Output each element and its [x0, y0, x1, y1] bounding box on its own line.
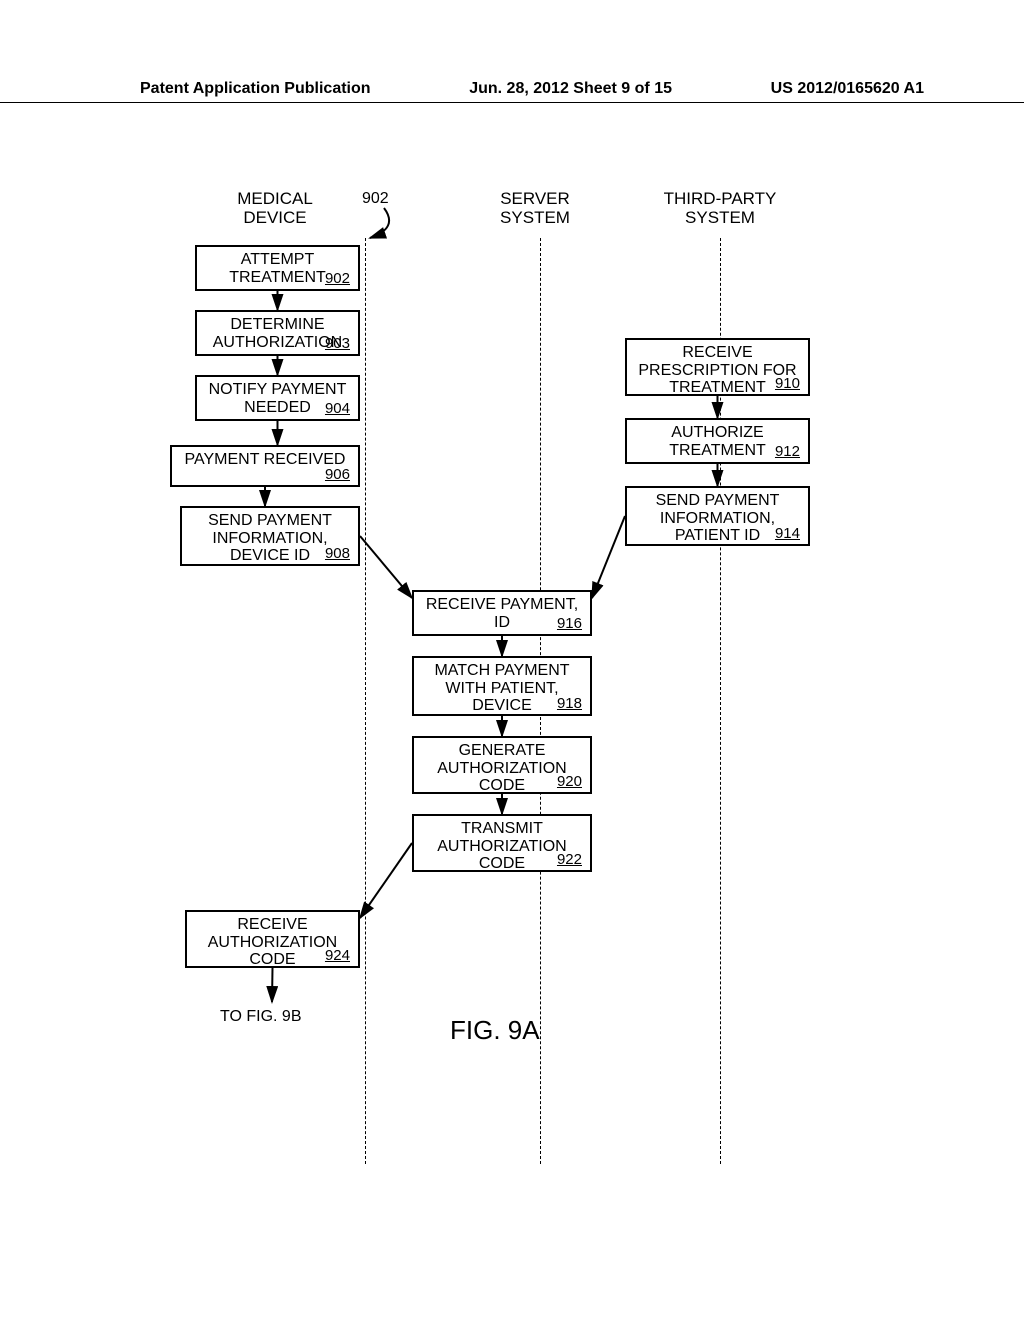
callout-ref: 902	[362, 190, 389, 208]
flow-node-ref: 918	[557, 696, 582, 713]
flow-node-904: NOTIFY PAYMENTNEEDED904	[195, 375, 360, 421]
flow-node-ref: 903	[325, 336, 350, 353]
flow-node-ref: 908	[325, 546, 350, 563]
flow-node-ref: 910	[775, 376, 800, 393]
flow-node-918: MATCH PAYMENTWITH PATIENT,DEVICE918	[412, 656, 592, 716]
flow-node-903: DETERMINEAUTHORIZATION903	[195, 310, 360, 356]
flow-node-912: AUTHORIZETREATMENT912	[625, 418, 810, 464]
header-center: Jun. 28, 2012 Sheet 9 of 15	[469, 80, 672, 98]
flow-node-ref: 916	[557, 616, 582, 633]
flow-node-902: ATTEMPTTREATMENT902	[195, 245, 360, 291]
flow-node-906: PAYMENT RECEIVED906	[170, 445, 360, 487]
header-left: Patent Application Publication	[140, 80, 371, 98]
flow-node-ref: 914	[775, 526, 800, 543]
flow-node-ref: 924	[325, 948, 350, 965]
figure-title: FIG. 9A	[450, 1015, 540, 1046]
lane-header-medical: MEDICALDEVICE	[220, 190, 330, 227]
flow-node-908: SEND PAYMENTINFORMATION,DEVICE ID908	[180, 506, 360, 566]
flow-node-ref: 902	[325, 271, 350, 288]
flow-node-922: TRANSMITAUTHORIZATIONCODE922	[412, 814, 592, 872]
flow-node-ref: 904	[325, 401, 350, 418]
flow-node-910: RECEIVEPRESCRIPTION FORTREATMENT910	[625, 338, 810, 396]
flow-node-ref: 922	[557, 852, 582, 869]
flow-node-ref: 906	[325, 467, 350, 484]
page-header: Patent Application Publication Jun. 28, …	[0, 80, 1024, 103]
flowchart-diagram: FIG. 9A TO FIG. 9B 902 MEDICALDEVICE SERV…	[150, 190, 870, 1190]
lane-header-third: THIRD-PARTYSYSTEM	[645, 190, 795, 227]
header-right: US 2012/0165620 A1	[771, 80, 924, 98]
flow-node-ref: 920	[557, 774, 582, 791]
flow-node-914: SEND PAYMENTINFORMATION,PATIENT ID914	[625, 486, 810, 546]
flow-node-916: RECEIVE PAYMENT,ID916	[412, 590, 592, 636]
flow-node-ref: 912	[775, 444, 800, 461]
lifeline-medical	[365, 238, 366, 1164]
to-next-figure: TO FIG. 9B	[220, 1008, 302, 1026]
flow-node-920: GENERATEAUTHORIZATIONCODE920	[412, 736, 592, 794]
flow-node-924: RECEIVEAUTHORIZATIONCODE924	[185, 910, 360, 968]
lane-header-server: SERVERSYSTEM	[480, 190, 590, 227]
